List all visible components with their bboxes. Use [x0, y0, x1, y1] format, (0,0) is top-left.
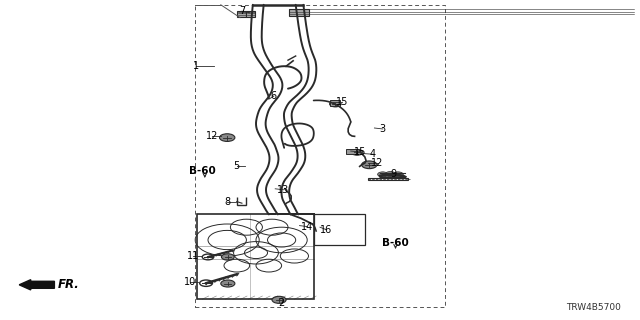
Bar: [314, 214, 365, 245]
Circle shape: [221, 280, 235, 287]
Text: 14: 14: [301, 221, 314, 232]
Text: FR.: FR.: [58, 278, 79, 291]
Text: 13: 13: [277, 185, 290, 195]
Bar: [346, 149, 356, 154]
Text: 8: 8: [224, 196, 230, 207]
Bar: [197, 214, 314, 299]
Text: B-60: B-60: [189, 166, 216, 176]
Text: TRW4B5700: TRW4B5700: [566, 303, 621, 312]
Text: 6: 6: [271, 91, 277, 101]
Text: 12: 12: [371, 158, 384, 168]
Text: 3: 3: [380, 124, 386, 134]
Text: 11: 11: [187, 251, 200, 261]
Circle shape: [221, 254, 234, 260]
Text: B-60: B-60: [382, 237, 409, 248]
Text: 7: 7: [239, 6, 245, 16]
Circle shape: [351, 149, 363, 155]
Circle shape: [362, 161, 377, 169]
Text: 1: 1: [193, 60, 200, 71]
Text: 5: 5: [234, 161, 240, 172]
Bar: [330, 100, 340, 106]
Text: 15: 15: [336, 97, 349, 108]
Circle shape: [393, 172, 403, 177]
Text: 15: 15: [354, 147, 367, 157]
Circle shape: [220, 134, 235, 141]
Text: 12: 12: [206, 131, 219, 141]
Bar: [246, 11, 255, 17]
Text: 4: 4: [370, 149, 376, 159]
Bar: [237, 11, 246, 17]
Circle shape: [330, 101, 341, 107]
Text: 10: 10: [184, 277, 196, 287]
FancyArrow shape: [19, 280, 54, 290]
Bar: [289, 9, 309, 16]
Text: 16: 16: [320, 225, 333, 235]
Text: 9: 9: [390, 169, 396, 180]
Circle shape: [378, 172, 388, 177]
Circle shape: [385, 172, 396, 177]
Text: 2: 2: [278, 298, 285, 308]
Circle shape: [272, 296, 286, 303]
